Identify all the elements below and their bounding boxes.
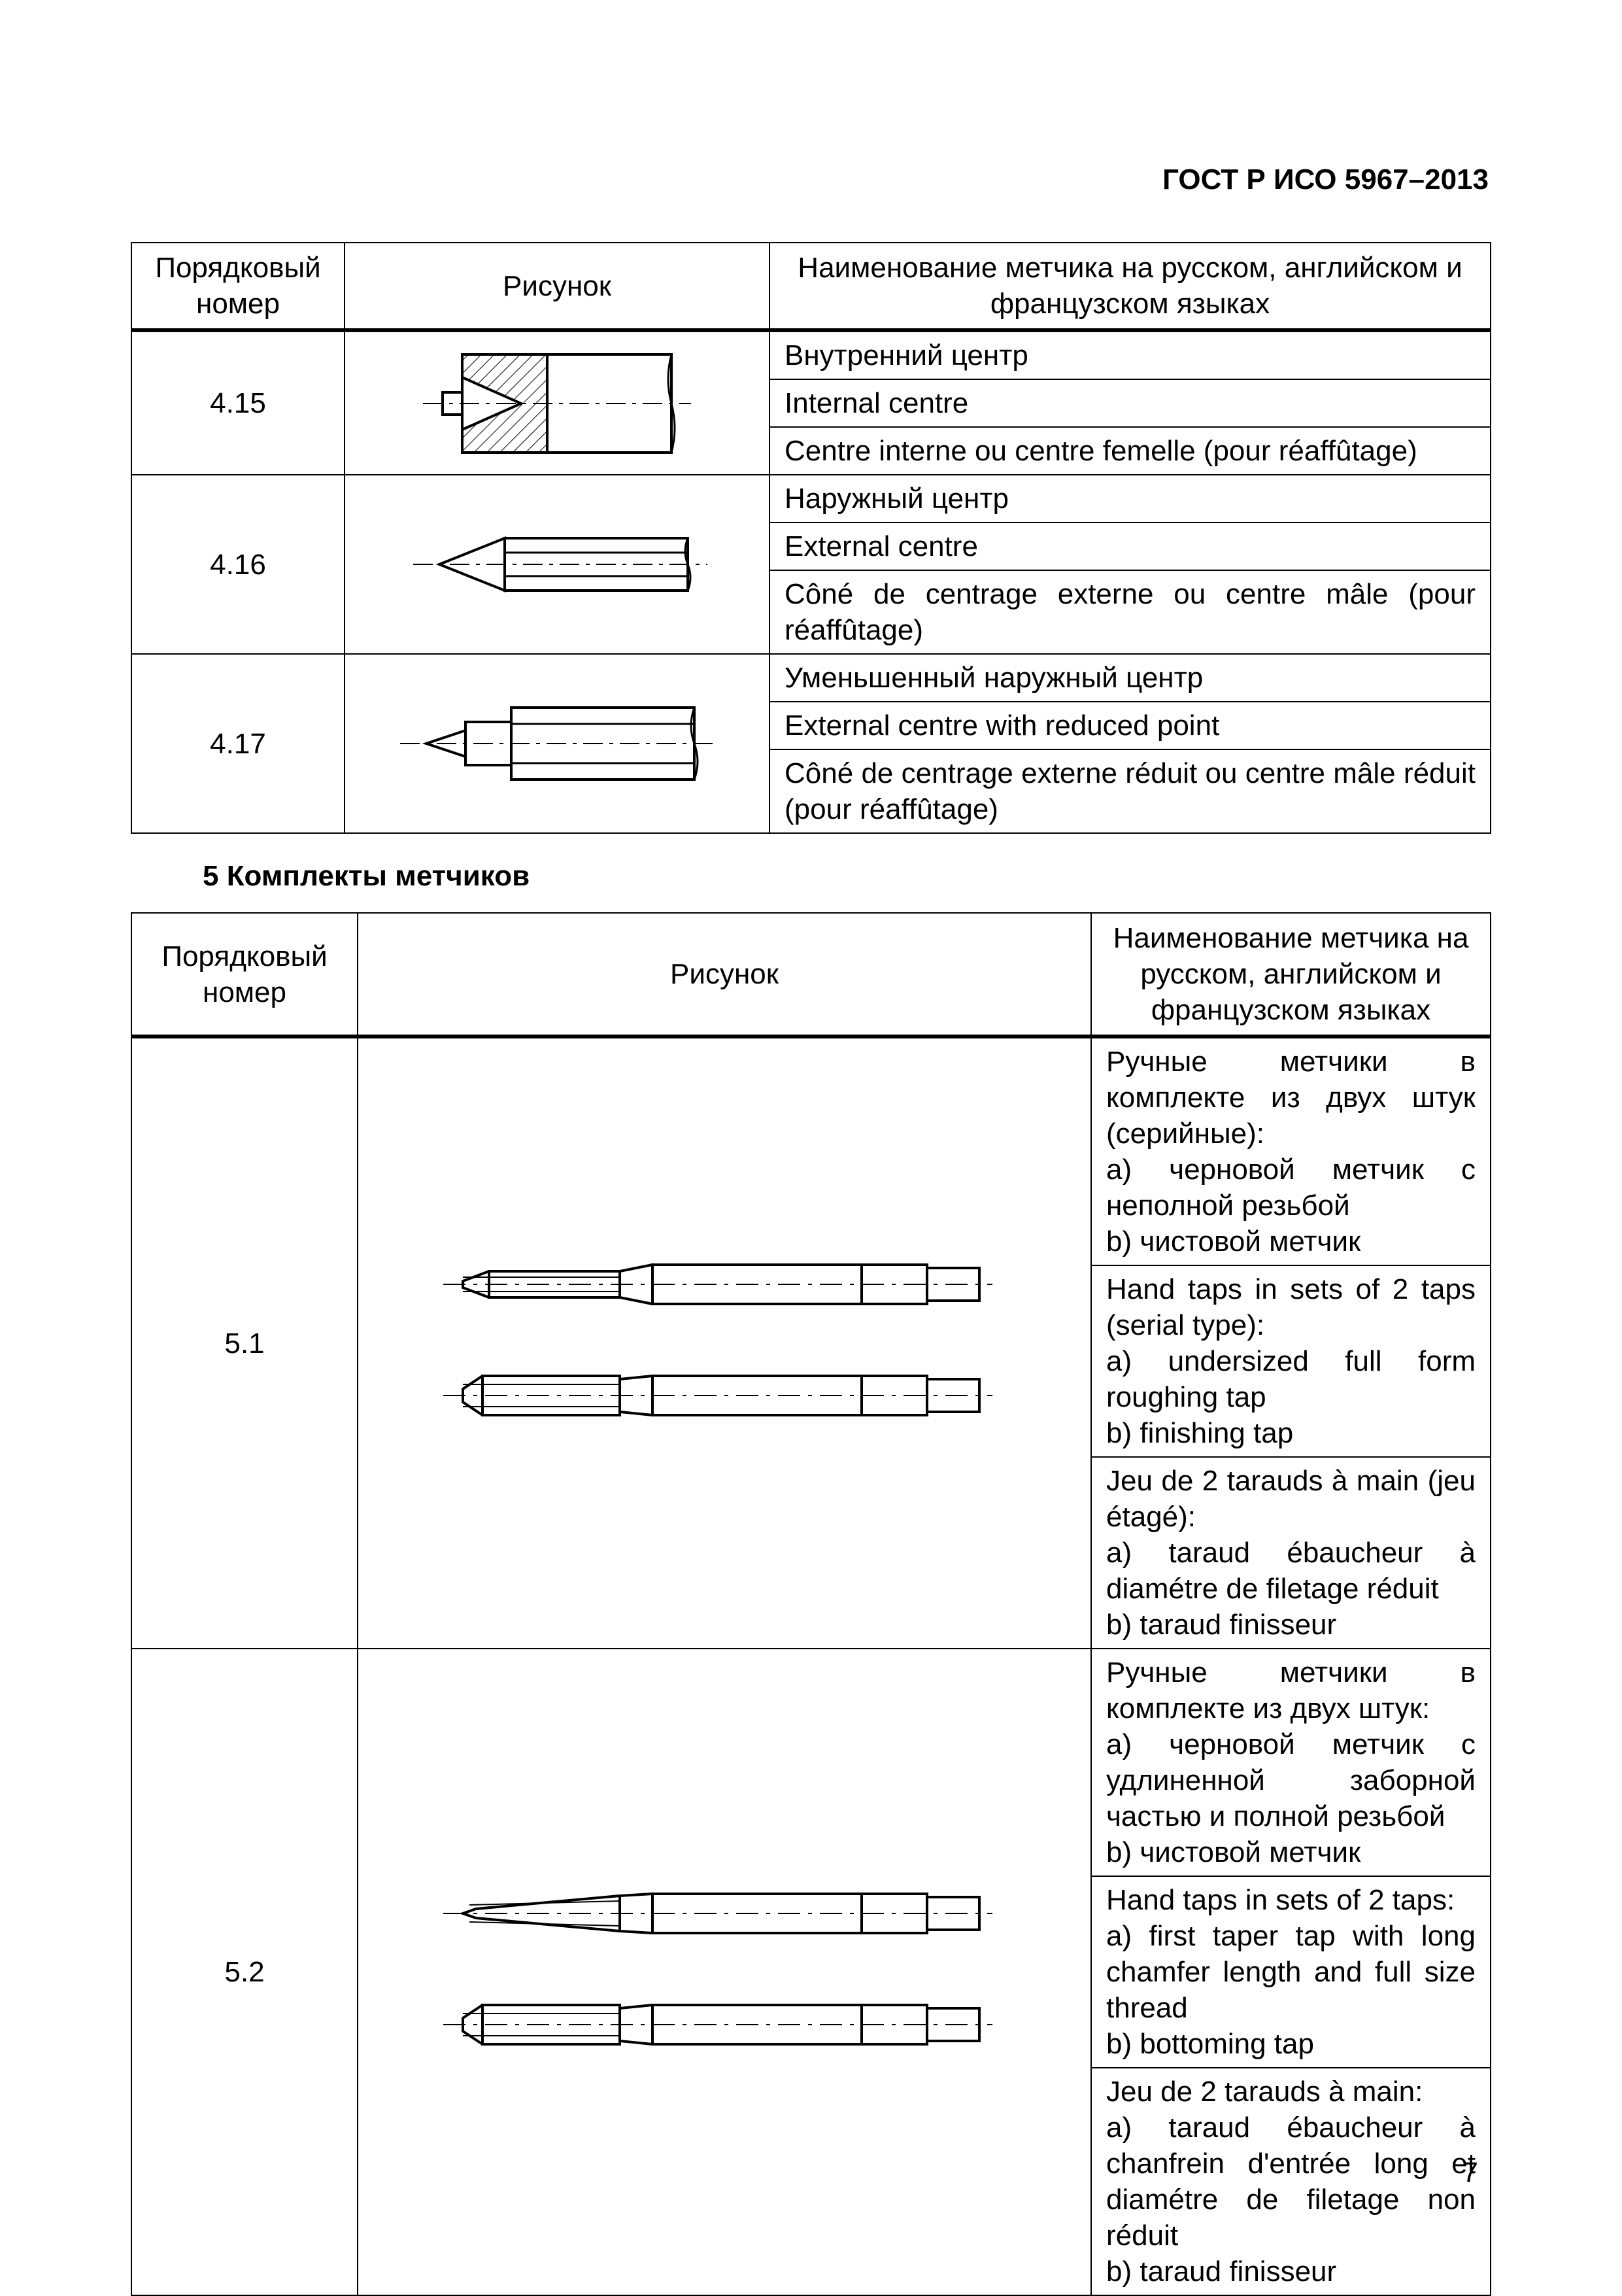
section-5-title: 5 Комплекты метчиков: [203, 860, 1491, 893]
name-en: Hand taps in sets of 2 taps (serial type…: [1091, 1265, 1491, 1457]
figure-cell: [345, 654, 769, 833]
table-row: 5.1 Ручные метчики в комплекте из двух ш…: [131, 1037, 1491, 1265]
name-fr: Côné de centrage externe réduit ou centr…: [769, 749, 1491, 833]
fig-5-2-icon: [443, 1877, 1005, 2067]
th-number: Порядковый номер: [131, 243, 345, 330]
name-ru: Внутренний центр: [769, 330, 1491, 379]
row-number: 4.17: [131, 654, 345, 833]
table-header-row: Порядковый номер Рисунок Наименование ме…: [131, 913, 1491, 1037]
name-ru: Ручные метчики в комплекте из двух штук:…: [1091, 1649, 1491, 1876]
name-ru: Уменьшенный наружный центр: [769, 654, 1491, 702]
fig-5-1-icon: [443, 1248, 1005, 1438]
figure-cell: [345, 330, 769, 475]
row-number: 4.15: [131, 330, 345, 475]
fig-4-16-icon: [394, 519, 720, 610]
page-number: 7: [1462, 2157, 1478, 2189]
name-fr: Jeu de 2 tarauds à main (jeu étagé): a) …: [1091, 1457, 1491, 1649]
name-ru: Наружный центр: [769, 475, 1491, 523]
table-5-sets: Порядковый номер Рисунок Наименование ме…: [131, 912, 1491, 2296]
name-fr: Côné de centrage externe ou centre mâle …: [769, 570, 1491, 654]
name-en: Internal centre: [769, 379, 1491, 427]
table-row: 4.16 Наружный центр: [131, 475, 1491, 523]
name-en: External centre with reduced point: [769, 702, 1491, 749]
figure-cell: [345, 475, 769, 654]
figure-cell: [358, 1037, 1091, 1649]
row-number: 5.1: [131, 1037, 358, 1649]
page: ГОСТ Р ИСО 5967–2013 Порядковый номер Ри…: [0, 0, 1622, 2294]
figure-cell: [358, 1649, 1091, 2295]
th-figure: Рисунок: [358, 913, 1091, 1037]
th-name: Наименование метчика на русском, английс…: [769, 243, 1491, 330]
name-ru: Ручные метчики в комплекте из двух штук …: [1091, 1037, 1491, 1265]
name-en: Hand taps in sets of 2 taps: a) first ta…: [1091, 1876, 1491, 2068]
row-number: 5.2: [131, 1649, 358, 2295]
fig-4-15-icon: [403, 341, 711, 466]
name-en: External centre: [769, 523, 1491, 570]
th-figure: Рисунок: [345, 243, 769, 330]
fig-4-17-icon: [387, 694, 727, 793]
table-header-row: Порядковый номер Рисунок Наименование ме…: [131, 243, 1491, 330]
th-name: Наименование метчика на русском, английс…: [1091, 913, 1491, 1037]
standard-code: ГОСТ Р ИСО 5967–2013: [1162, 163, 1489, 196]
table-row: 4.15 Внутренний центр: [131, 330, 1491, 379]
table2-body: 5.1 Ручные метчики в комплекте из двух ш…: [131, 1037, 1491, 2295]
name-fr: Jeu de 2 tarauds à main: a) taraud ébauc…: [1091, 2068, 1491, 2295]
table1-body: 4.15 Внутренний центр Internal centre Ce…: [131, 330, 1491, 833]
table-4-15-17: Порядковый номер Рисунок Наименование ме…: [131, 242, 1491, 834]
row-number: 4.16: [131, 475, 345, 654]
name-fr: Centre interne ou centre femelle (pour r…: [769, 427, 1491, 475]
table-row: 5.2 Ручные метчики в комплекте из двух ш…: [131, 1649, 1491, 1876]
table-row: 4.17 Уменьшенный наружный центр: [131, 654, 1491, 702]
th-number: Порядковый номер: [131, 913, 358, 1037]
